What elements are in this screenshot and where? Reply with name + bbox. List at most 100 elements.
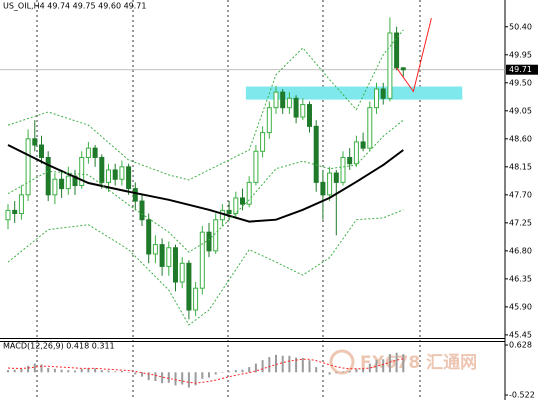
macd-bar: [368, 363, 371, 373]
overlay-line: [396, 17, 432, 93]
macd-bar: [74, 370, 76, 373]
candle-body: [112, 169, 118, 180]
candle-body: [253, 150, 259, 183]
candle-body: [300, 104, 306, 118]
macd-bar: [328, 372, 331, 375]
candle-body: [260, 132, 266, 152]
candle-body: [353, 141, 359, 165]
macd-bar: [201, 372, 204, 379]
macd-bar: [100, 370, 103, 373]
candle-body: [85, 147, 91, 158]
macd-bar: [107, 370, 110, 373]
candle-body: [126, 166, 132, 190]
macd-bar: [281, 355, 284, 373]
macd-bar: [301, 357, 304, 373]
candle-body: [394, 32, 400, 69]
macd-bar: [147, 372, 150, 381]
candle-body: [246, 181, 252, 205]
candle-body: [367, 107, 373, 149]
macd-bar: [402, 354, 405, 373]
macd-bar: [141, 372, 143, 377]
candle-body: [79, 156, 85, 186]
candle-body: [320, 181, 326, 196]
macd-bar: [47, 367, 50, 373]
candle-body: [173, 247, 178, 283]
macd-bar: [127, 372, 130, 373]
y-tick-label: 49.95: [509, 50, 532, 59]
candle-body: [400, 67, 406, 71]
candle-body: [233, 197, 239, 215]
macd-bar: [335, 372, 338, 374]
candle-body: [340, 156, 346, 183]
macd-bar: [321, 372, 324, 373]
macd-bar: [114, 371, 117, 373]
macd-bar: [315, 367, 318, 373]
candle-body: [99, 156, 105, 183]
macd-bar: [13, 369, 16, 373]
macd-bar: [221, 372, 224, 373]
macd-title: MACD(12,26,9) 0.418 0.311: [3, 342, 115, 351]
macd-bar: [308, 360, 311, 373]
macd-tick-label: 0.628: [509, 341, 532, 350]
macd-bar: [254, 363, 257, 373]
macd-bar: [382, 359, 385, 373]
overlay-line: [7, 29, 404, 181]
candle-body: [327, 172, 333, 196]
macd-bar: [295, 357, 298, 373]
candle-body: [52, 178, 58, 196]
macd-bar: [167, 372, 170, 383]
macd-bar: [342, 371, 344, 373]
candle-body: [59, 178, 65, 190]
candle-body: [179, 262, 185, 283]
macd-bar: [348, 371, 351, 373]
support-zone: [245, 86, 463, 100]
macd-tick-label: -0.522: [509, 391, 535, 400]
y-tick-label: 48.15: [509, 162, 532, 171]
macd-bar: [228, 371, 231, 373]
macd-bar: [268, 357, 271, 373]
candle-body: [374, 88, 379, 109]
macd-bar: [375, 360, 378, 373]
candle-body: [159, 244, 165, 267]
candle-body: [387, 32, 393, 99]
macd-bar: [33, 363, 36, 373]
macd-bar: [234, 370, 237, 373]
macd-bar: [214, 372, 217, 375]
macd-bar: [208, 372, 210, 378]
macd-bar: [241, 369, 244, 373]
candle-body: [39, 144, 44, 158]
current-price-box: [506, 64, 538, 75]
candle-body: [12, 209, 18, 215]
macd-bar: [53, 368, 56, 373]
candle-body: [132, 188, 138, 202]
macd-bar: [161, 372, 164, 384]
overlay-line: [7, 144, 404, 223]
current-price-label: 49.71: [509, 65, 532, 74]
macd-bar: [248, 367, 251, 373]
candle-body: [226, 209, 232, 215]
candle-body: [307, 104, 312, 127]
macd-bar: [187, 372, 190, 388]
macd-bar: [80, 368, 83, 373]
candle-body: [347, 156, 353, 165]
macd-bar: [20, 368, 23, 373]
macd-bar: [261, 360, 264, 373]
candle-body: [119, 166, 125, 180]
macd-bar: [362, 367, 365, 373]
candle-body: [313, 125, 319, 183]
overlay-line: [7, 119, 404, 253]
candle-body: [18, 194, 24, 215]
macd-bar: [40, 364, 43, 373]
macd-bar: [87, 367, 90, 373]
y-tick-label: 49.05: [509, 106, 532, 115]
y-tick-label: 45.90: [509, 302, 532, 311]
y-tick-label: 46.80: [509, 246, 532, 255]
macd-bar: [288, 355, 291, 373]
candle-body: [193, 287, 199, 311]
candle-body: [139, 200, 145, 221]
candle-body: [333, 172, 339, 183]
candle-body: [380, 88, 386, 99]
candle-body: [286, 97, 292, 109]
